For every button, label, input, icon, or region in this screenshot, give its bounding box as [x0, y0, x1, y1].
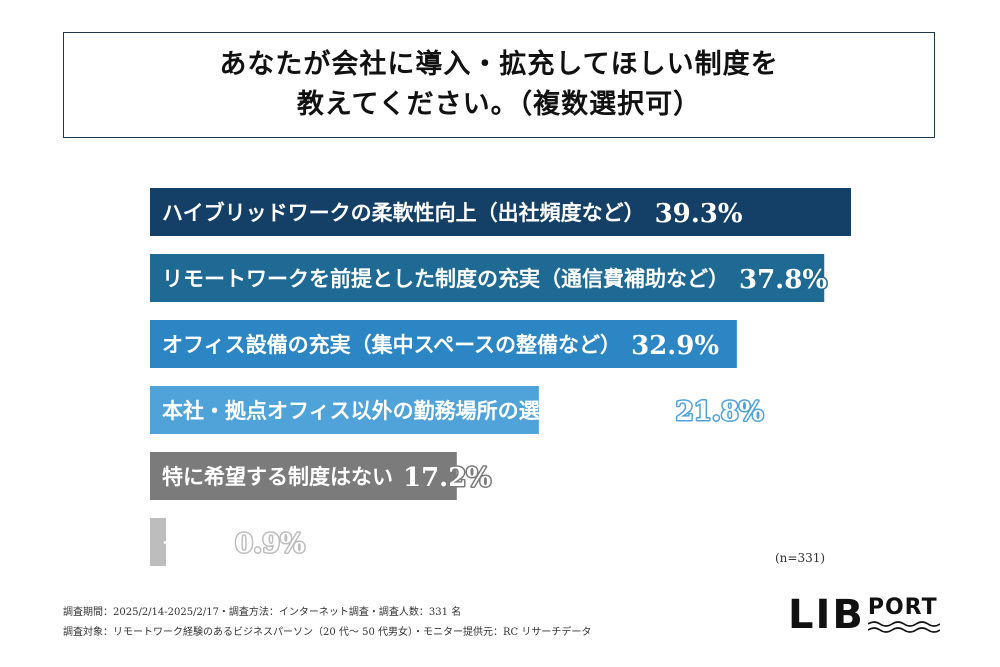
bar-value-label: 37.8%	[739, 265, 827, 295]
footnote-survey-target: 調査対象：リモートワーク経験のあるビジネスパーソン（20 代～ 50 代男女）・…	[63, 627, 592, 638]
libport-logo: LIB PORT	[788, 585, 940, 638]
bar-value-label: 32.9%	[631, 331, 719, 361]
bar-category-label: 本社・拠点オフィス以外の勤務場所の選択肢を増やす	[162, 398, 666, 423]
bar-group: リモートワークを前提とした制度の充実（通信費補助など） 37.8%	[150, 254, 829, 302]
bar-group: その他 0.9%	[150, 518, 307, 566]
bar	[150, 386, 539, 434]
logo-text-lib: LIB	[788, 592, 865, 638]
bar-group: オフィス設備の充実（集中スペースの整備など） 32.9%	[150, 320, 737, 368]
title-line-2: 教えてください。（複数選択可）	[296, 89, 702, 120]
bar-value-label: 0.9%	[235, 529, 305, 559]
bar	[150, 518, 167, 566]
logo-wave-icon	[867, 621, 940, 633]
bar-value-label: 21.8%	[676, 397, 764, 427]
bar-group: 特に希望する制度はない 17.2%	[150, 452, 493, 500]
bar	[150, 188, 851, 236]
bar	[150, 452, 457, 500]
sample-size-label: (n=331)	[775, 551, 826, 565]
bar-category-label: 特に希望する制度はない	[162, 464, 393, 489]
bar-value-label: 39.3%	[655, 199, 743, 229]
bar-category-label: リモートワークを前提とした制度の充実（通信費補助など）	[162, 266, 729, 291]
logo-text-port: PORT	[867, 595, 938, 620]
footnote-survey-period: 調査期間：2025/2/14-2025/2/17・調査方法：インターネット調査・…	[63, 607, 462, 618]
bar-category-label: オフィス設備の充実（集中スペースの整備など）	[162, 332, 621, 357]
bar-group: ハイブリッドワークの柔軟性向上（出社頻度など） 39.3%	[150, 188, 851, 236]
bar-category-label: ハイブリッドワークの柔軟性向上（出社頻度など）	[162, 200, 645, 225]
bar-category-label: その他	[162, 530, 225, 555]
title-box: あなたが会社に導入・拡充してほしい制度を 教えてください。（複数選択可）	[63, 32, 935, 138]
bar-group: 本社・拠点オフィス以外の勤務場所の選択肢を増やす 21.8%	[150, 386, 765, 434]
bar	[150, 320, 737, 368]
bar	[150, 254, 825, 302]
title-line-1: あなたが会社に導入・拡充してほしい制度を	[219, 49, 779, 80]
bar-value-label: 17.2%	[403, 463, 491, 493]
